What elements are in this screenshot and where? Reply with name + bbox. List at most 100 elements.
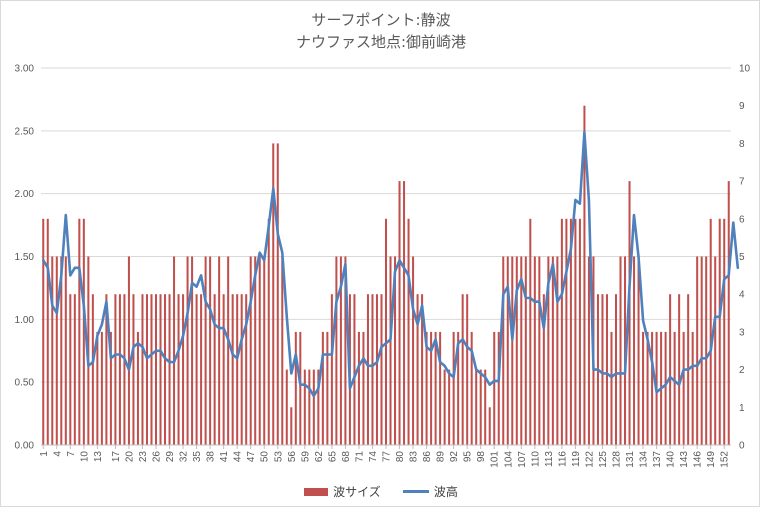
x-tick-label: 116 — [557, 451, 568, 467]
bar — [164, 294, 167, 445]
bar — [488, 407, 491, 445]
bar — [141, 294, 144, 445]
x-tick-label: 23 — [138, 451, 149, 463]
x-tick-label: 137 — [652, 451, 663, 468]
bar — [55, 256, 58, 445]
legend-swatch-bar — [304, 487, 329, 496]
bar — [669, 294, 672, 445]
bar — [542, 294, 545, 445]
bar — [466, 294, 469, 445]
bar — [678, 294, 681, 445]
x-tick-label: 17 — [111, 451, 122, 463]
bar — [123, 294, 126, 445]
y-right-tick-label: 6 — [739, 214, 745, 225]
bar — [565, 218, 568, 445]
bar — [511, 256, 514, 445]
bar — [204, 256, 207, 445]
bar — [470, 331, 473, 445]
chart-title: サーフポイント:静波 — [311, 11, 451, 29]
x-tick-label: 110 — [530, 451, 541, 467]
x-tick-label: 149 — [706, 451, 717, 468]
x-tick-label: 86 — [422, 451, 433, 463]
x-tick-label: 35 — [192, 451, 203, 463]
x-tick-label: 59 — [300, 451, 311, 463]
x-tick-label: 77 — [382, 451, 393, 463]
x-tick-label: 1 — [39, 451, 50, 457]
legend-label-line: 波高 — [433, 485, 458, 499]
bar — [254, 256, 257, 445]
bar — [610, 331, 613, 445]
bar — [249, 256, 252, 445]
bar — [416, 294, 419, 445]
bar — [46, 218, 49, 445]
bar — [384, 218, 388, 445]
x-tick-label: 47 — [246, 451, 257, 463]
bar — [587, 256, 590, 445]
bar — [290, 407, 293, 445]
y-left-tick-label: 2.00 — [15, 189, 35, 200]
bar — [633, 256, 636, 445]
x-tick-label: 29 — [165, 451, 176, 463]
x-tick-label: 152 — [720, 451, 731, 468]
bar — [231, 294, 234, 445]
x-tick-label: 26 — [152, 451, 163, 463]
bar — [114, 294, 117, 445]
y-right-tick-label: 5 — [739, 252, 745, 263]
bar — [425, 331, 428, 445]
bar — [664, 331, 667, 445]
x-tick-label: 13 — [93, 451, 104, 463]
bar — [91, 294, 94, 445]
x-tick-label: 95 — [463, 451, 474, 463]
bar — [673, 331, 676, 445]
legend: 波サイズ 波高 — [1, 483, 760, 500]
bar — [529, 218, 532, 445]
y-right-tick-label: 1 — [739, 403, 745, 414]
bar — [285, 369, 288, 445]
y-left-tick-label: 3.00 — [15, 64, 35, 75]
bar — [267, 218, 270, 445]
bar — [375, 294, 378, 445]
bar — [642, 331, 645, 445]
bar — [560, 218, 563, 445]
bar — [96, 331, 99, 445]
bar — [150, 294, 153, 445]
y-right-tick-label: 7 — [739, 177, 745, 188]
bar — [312, 369, 315, 445]
bar — [524, 256, 527, 445]
bar — [213, 294, 216, 445]
bar — [245, 294, 248, 445]
bar — [51, 256, 54, 445]
bar — [484, 369, 487, 445]
bar — [218, 256, 221, 445]
x-tick-label: 83 — [409, 451, 420, 463]
bar — [705, 256, 708, 445]
bar — [578, 218, 581, 445]
y-left-tick-label: 0.00 — [15, 441, 35, 452]
bar — [299, 331, 302, 445]
bar — [326, 331, 329, 445]
line-series-wave-height — [41, 130, 740, 398]
x-tick-label: 10 — [79, 451, 90, 463]
bar — [556, 256, 559, 445]
bar — [118, 294, 121, 445]
bar — [353, 294, 356, 445]
bar — [100, 331, 103, 445]
wave-height-line — [41, 130, 740, 398]
bar — [69, 294, 72, 445]
x-tick-label: 53 — [273, 451, 284, 463]
bar — [344, 256, 347, 445]
bar — [727, 181, 730, 445]
bar — [371, 294, 374, 445]
bar — [691, 331, 694, 445]
bar — [366, 294, 369, 445]
x-tick-label: 113 — [544, 451, 555, 467]
bar — [186, 256, 189, 445]
x-tick-label: 119 — [571, 451, 582, 467]
bar — [127, 256, 130, 445]
x-tick-label: 101 — [490, 451, 501, 468]
y-left-tick-label: 0.50 — [15, 378, 35, 389]
bar — [321, 331, 324, 445]
legend-item-bar: 波サイズ — [304, 483, 381, 500]
bar — [42, 218, 45, 445]
